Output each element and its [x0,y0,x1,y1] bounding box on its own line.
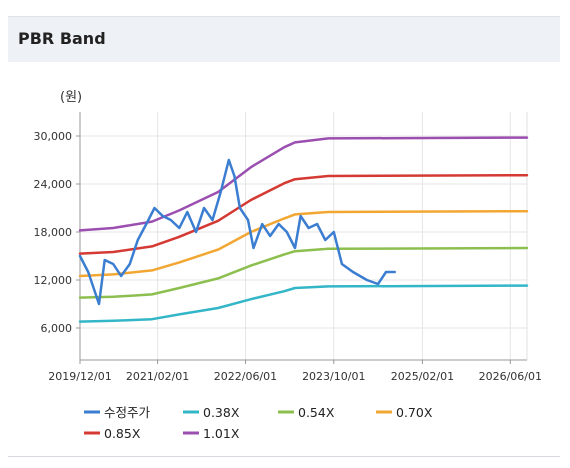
legend-label: 1.01X [203,426,240,441]
y-tick-label: 12,000 [34,274,73,287]
panel-divider [8,456,560,457]
legend-label: 0.38X [203,405,240,420]
series-line-수정주가 [78,158,396,306]
x-tick-label: 2019/12/01 [48,370,111,383]
series-line-054X [78,246,529,299]
y-tick-label: 30,000 [34,130,73,143]
series-line-038X [78,284,529,323]
series-lines [78,136,529,323]
panel-header: PBR Band [8,16,560,62]
y-tick-label: 24,000 [34,178,73,191]
y-tick-label: 18,000 [34,226,73,239]
legend-label: 0.85X [104,426,141,441]
legend-label: 수정주가 [104,405,151,420]
legend: 수정주가 0.38X 0.54X 0.70X 0.85X 1.01X [84,405,433,441]
y-axis-unit: (원) [60,90,82,105]
x-tick-label: 2022/06/01 [214,370,277,383]
grid [79,112,527,360]
x-tick-label: 2025/02/01 [391,370,454,383]
x-tick-label: 2023/10/01 [302,370,365,383]
panel-title: PBR Band [18,29,106,48]
x-tick-label: 2021/02/01 [126,370,189,383]
series-line-070X [78,209,529,278]
legend-label: 0.54X [298,405,335,420]
x-tick-label: 2026/06/01 [479,370,542,383]
y-tick-label: 6,000 [41,322,73,335]
legend-label: 0.70X [396,405,433,420]
series-line-085X [78,173,529,255]
axes: 6,000 12,000 18,000 24,000 30,000 2019/12/01 2… [34,112,542,383]
pbr-band-panel: PBR Band [8,8,560,460]
